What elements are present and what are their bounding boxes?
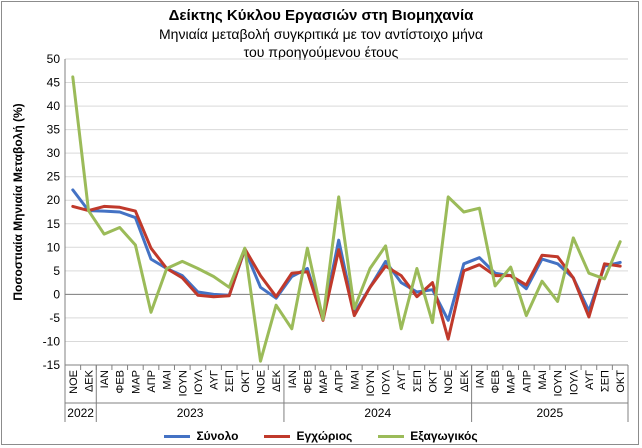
x-tick-label: ΣΕΠ [412,370,424,392]
y-tick-label: -5 [49,311,60,325]
legend-item-export: Εξαγωγικός [378,429,478,443]
x-tick-label: ΙΟΥΛ [381,369,393,395]
year-label: 2025 [536,406,563,420]
x-tick-label: ΙΑΝ [474,370,486,388]
x-tick-label: ΜΑΙ [162,370,174,390]
y-tick-label: 30 [47,146,61,160]
y-tick-label: -10 [43,334,61,348]
x-tick-label: ΦΕΒ [490,370,502,393]
x-tick-label: ΑΥΓ [396,370,408,390]
x-tick-label: ΑΥΓ [584,370,596,390]
x-tick-label: ΟΚΤ [240,370,252,393]
x-tick-label: ΜΑΡ [506,370,518,394]
y-tick-label: 15 [47,217,61,231]
x-tick-label: ΣΕΠ [224,370,236,392]
series-export-line [71,75,622,363]
chart-subtitle-line2: του προηγούμενου έτους [243,44,399,60]
x-tick-label: ΣΕΠ [600,370,612,392]
legend-swatch-total [164,434,191,438]
x-tick-label: ΦΕΒ [115,370,127,393]
x-tick-label: ΙΟΥΝ [177,370,189,397]
y-tick-label: 50 [47,52,61,66]
legend: Σύνολο Εγχώριος Εξαγωγικός [2,429,640,443]
x-tick-label: ΑΠΡ [334,370,346,393]
x-tick-label: ΔΕΚ [83,369,95,392]
y-tick-label: 35 [47,123,61,137]
x-tick-label: ΔΕΚ [459,369,471,392]
x-tick-label: ΜΑΡ [130,370,142,394]
x-tick-label: ΑΥΓ [209,370,221,390]
x-tick-label: ΑΠΡ [146,370,158,393]
x-tick-label: ΝΟΕ [255,370,267,394]
x-tick-label: ΙΟΥΝ [553,370,565,397]
x-tick-label: ΝΟΕ [443,370,455,394]
legend-label-domestic: Εγχώριος [296,429,353,443]
y-tick-label: 5 [53,264,60,278]
x-tick-label: ΙΑΝ [287,370,299,388]
x-tick-label: ΙΟΥΛ [193,369,205,395]
year-label: 2024 [364,406,391,420]
chart-subtitle-line1: Μηνιαία μεταβολή συγκριτικά με τον αντίσ… [159,26,483,42]
legend-swatch-domestic [264,434,291,438]
legend-label-total: Σύνολο [196,429,239,443]
x-tick-label: ΜΑΡ [318,370,330,394]
x-tick-label: ΙΑΝ [99,370,111,388]
x-tick-label: ΑΠΡ [521,370,533,393]
x-tick-label: ΟΚΤ [428,370,440,393]
y-tick-label: 25 [47,170,61,184]
chart-title: Δείκτης Κύκλου Εργασιών στη Βιομηχανία [168,7,474,24]
x-tick-label: ΙΟΥΝ [365,370,377,397]
x-tick-label: ΟΚΤ [615,370,627,393]
x-tick-label: ΙΟΥΛ [568,369,580,395]
year-label: 2022 [67,406,94,420]
legend-swatch-export [378,434,405,438]
legend-item-total: Σύνολο [164,429,238,443]
x-tick-label: ΔΕΚ [271,369,283,392]
legend-item-domestic: Εγχώριος [264,429,352,443]
x-tick-label: ΜΑΙ [537,370,549,390]
x-tick-label: ΜΑΙ [349,370,361,390]
y-tick-label: -15 [43,358,61,372]
x-tick-label: ΦΕΒ [302,370,314,393]
y-tick-label: 10 [47,240,61,254]
year-label: 2023 [177,406,204,420]
legend-label-export: Εξαγωγικός [410,429,478,443]
y-tick-label: 0 [53,287,60,301]
y-tick-label: 40 [47,99,61,113]
y-tick-label: 20 [47,193,61,207]
series-domestic-line [71,204,622,341]
x-tick-label: ΝΟΕ [68,370,80,394]
y-tick-label: 45 [47,76,61,90]
